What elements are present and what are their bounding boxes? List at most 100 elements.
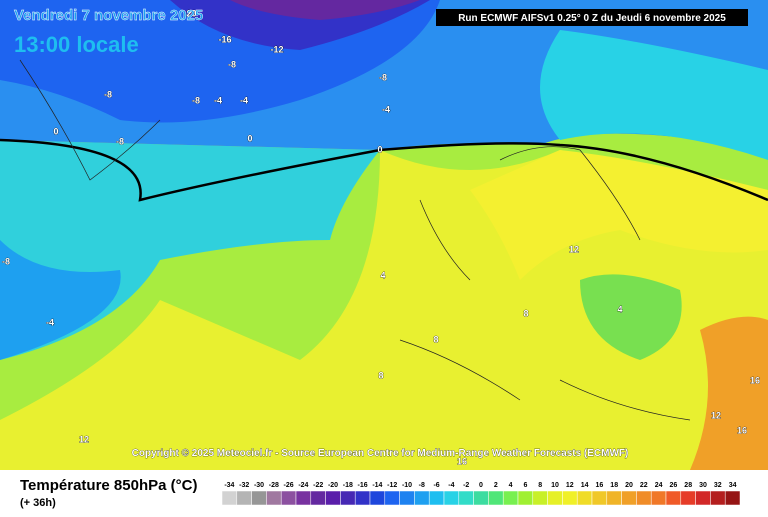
contour-label: 12: [79, 434, 89, 444]
scale-swatch: [473, 490, 489, 506]
scale-label: -24: [298, 482, 308, 489]
run-info: Run ECMWF AIFSv1 0.25° 0 Z du Jeudi 6 no…: [458, 13, 726, 24]
scale-label: 18: [610, 482, 618, 489]
scale-swatch: [280, 490, 297, 506]
scale-swatch: [399, 490, 415, 506]
contour-label: -4: [46, 317, 54, 327]
scale-label: 10: [551, 482, 559, 489]
contour-label: 12: [569, 244, 579, 254]
scale-swatch: [606, 490, 622, 506]
scale-label: 30: [699, 482, 707, 489]
map: [0, 0, 768, 470]
contour-label: 8: [523, 308, 528, 318]
scale-label: 26: [670, 482, 678, 489]
contour-label: -16: [218, 34, 231, 44]
scale-swatch: [354, 490, 371, 506]
scale-swatch: [502, 490, 519, 506]
scale-label: 34: [729, 482, 737, 489]
scale-label: -22: [313, 482, 323, 489]
contour-label: -8: [192, 95, 200, 105]
scale-label: 22: [640, 482, 648, 489]
scale-label: 6: [523, 482, 527, 489]
contour-label: 0: [53, 126, 58, 136]
scale-swatch: [428, 490, 445, 506]
scale-swatch: [325, 490, 341, 506]
contour-label: -12: [270, 44, 283, 54]
scale-swatch: [710, 490, 726, 506]
scale-label: -14: [372, 482, 382, 489]
scale-label: 24: [655, 482, 663, 489]
scale-label: 16: [596, 482, 604, 489]
scale-swatch: [251, 490, 267, 506]
scale-swatch: [266, 490, 282, 506]
scale-swatch: [591, 490, 608, 506]
scale-swatch: [576, 490, 593, 506]
scale-swatch: [636, 490, 652, 506]
contour-label: -8: [116, 136, 124, 146]
scale-label: 0: [479, 482, 483, 489]
scale-swatch: [621, 490, 637, 506]
scale-swatch: [562, 490, 578, 506]
contour-label: 0: [247, 133, 252, 143]
scale-swatch: [236, 490, 252, 506]
forecast-date: Vendredi 7 novembre 2025: [14, 7, 203, 24]
scale-label: -20: [328, 482, 338, 489]
scale-label: -16: [358, 482, 368, 489]
scale-swatch: [310, 490, 326, 506]
scale-swatch: [532, 490, 548, 506]
scale-swatch: [414, 490, 430, 506]
contour-label: -8: [104, 89, 112, 99]
forecast-time: 13:00 locale: [14, 32, 139, 57]
contour-label: 12: [711, 410, 721, 420]
scale-label: 8: [538, 482, 542, 489]
contour-label: 16: [750, 375, 760, 385]
contour-label: 4: [617, 304, 622, 314]
contour-label: -4: [214, 95, 222, 105]
scale-swatch: [547, 490, 563, 506]
scale-label: -28: [269, 482, 279, 489]
scale-swatch: [695, 490, 711, 506]
scale-label: 4: [509, 482, 513, 489]
scale-swatch: [369, 490, 386, 506]
scale-label: -32: [239, 482, 249, 489]
scale-swatch: [384, 490, 400, 506]
contour-label: -8: [2, 256, 10, 266]
scale-label: -8: [419, 482, 425, 489]
contour-label: 8: [433, 334, 438, 344]
scale-swatch: [488, 490, 504, 506]
scale-label: 28: [684, 482, 692, 489]
contour-labels: -20 -16 -12 -8 -8 -8 -8 -4 -4 0 -8 0 -4 0 -8 -4 4 12 8 4 8 8 1…: [2, 8, 761, 467]
run-box: [436, 9, 748, 26]
scale-swatch: [665, 490, 682, 506]
scale-label: -6: [433, 482, 439, 489]
scale-label: 20: [625, 482, 633, 489]
contour-label: 16: [737, 425, 747, 435]
legend-subtitle: (+ 36h): [20, 497, 56, 509]
contour-label: -4: [240, 95, 248, 105]
contour-label: -8: [379, 72, 387, 82]
scale-label: 12: [566, 482, 574, 489]
copyright: Copyright © 2025 Meteociel.fr - Source E…: [132, 448, 629, 459]
scale-swatch: [340, 490, 356, 506]
scale-label: -30: [254, 482, 264, 489]
scale-swatch: [680, 490, 696, 506]
contour-label: 4: [380, 270, 385, 280]
scale-label: -12: [387, 482, 397, 489]
scale-swatch: [458, 490, 474, 506]
scale-swatch: [724, 490, 741, 506]
scale-label: -2: [463, 482, 469, 489]
scale-label: -34: [224, 482, 234, 489]
scale-label: -18: [343, 482, 353, 489]
color-scale: -34 -32 -30 -28 -26 -24 -22 -20 -18 -16 -14 -12 -10-…: [221, 482, 741, 506]
scale-label: -26: [284, 482, 294, 489]
contour-label: -4: [382, 104, 390, 114]
scale-label: -10: [402, 482, 412, 489]
contour-label: 8: [378, 370, 383, 380]
scale-swatch: [295, 490, 312, 506]
scale-swatch: [443, 490, 460, 506]
scale-swatch: [221, 490, 238, 506]
scale-swatch: [517, 490, 534, 506]
contour-label: 0: [377, 144, 382, 154]
legend-title: Température 850hPa (°C): [20, 477, 197, 494]
